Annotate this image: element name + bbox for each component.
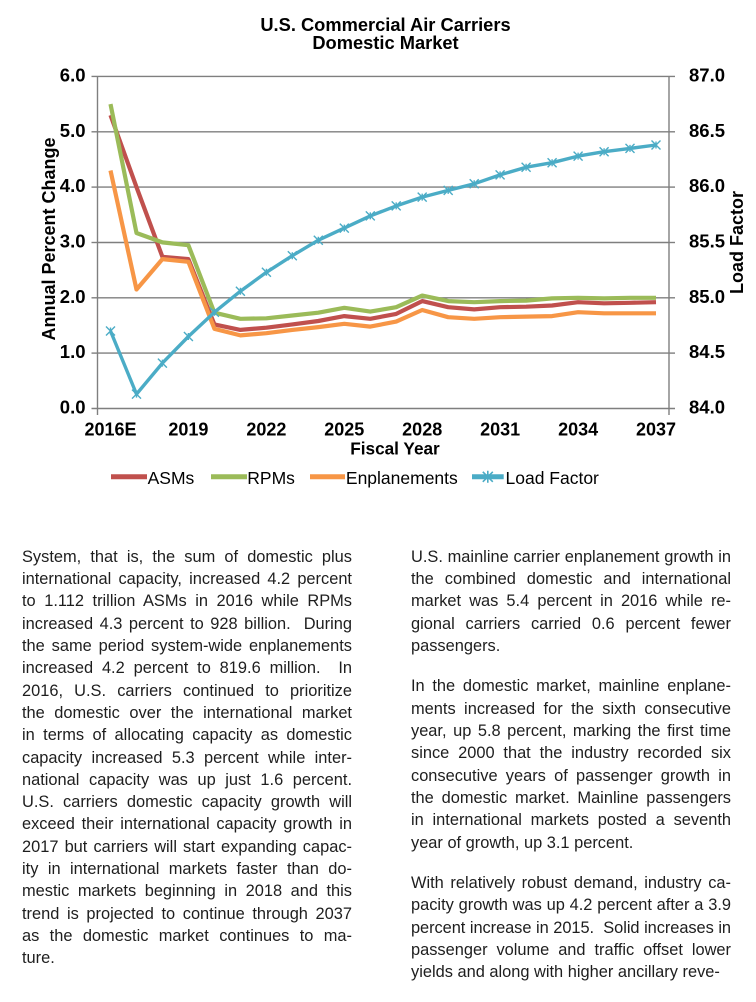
svg-text:84.0: 84.0 [689,397,725,418]
svg-text:86.0: 86.0 [689,175,725,196]
svg-text:1.0: 1.0 [60,341,86,362]
svg-text:4.0: 4.0 [60,175,86,196]
svg-text:2028: 2028 [402,419,442,439]
svg-text:Load Factor: Load Factor [506,468,600,488]
svg-text:85.5: 85.5 [689,231,725,252]
svg-text:2019: 2019 [168,419,208,439]
svg-text:84.5: 84.5 [689,341,725,362]
svg-text:5.0: 5.0 [60,120,86,141]
svg-text:Enplanements: Enplanements [346,468,458,488]
svg-text:2031: 2031 [480,419,520,439]
svg-text:87.0: 87.0 [689,64,725,85]
svg-text:2037: 2037 [636,419,676,439]
svg-text:3.0: 3.0 [60,231,86,252]
svg-text:U.S. Commercial Air Carriers: U.S. Commercial Air Carriers [260,14,510,35]
svg-text:ASMs: ASMs [148,468,195,488]
svg-text:Annual Percent Change: Annual Percent Change [39,137,59,340]
svg-text:2022: 2022 [246,419,286,439]
svg-text:Load Factor: Load Factor [727,191,747,294]
svg-text:Fiscal Year: Fiscal Year [350,439,440,459]
svg-text:0.0: 0.0 [60,397,86,418]
svg-text:6.0: 6.0 [60,64,86,85]
svg-text:RPMs: RPMs [247,468,295,488]
svg-text:2016E: 2016E [84,419,136,439]
svg-text:2.0: 2.0 [60,286,86,307]
svg-text:86.5: 86.5 [689,120,725,141]
svg-text:Domestic Market: Domestic Market [312,32,458,53]
svg-text:2034: 2034 [558,419,598,439]
svg-text:85.0: 85.0 [689,286,725,307]
svg-text:2025: 2025 [324,419,364,439]
